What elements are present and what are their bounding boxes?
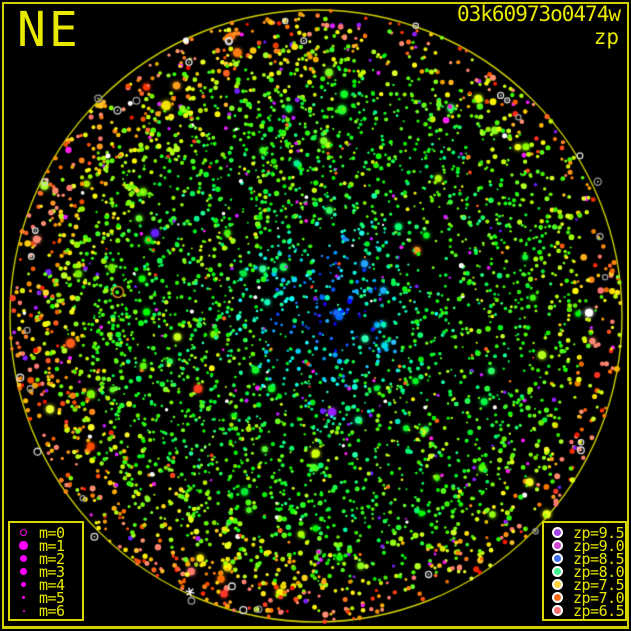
magnitude-marker-icon <box>19 541 28 550</box>
magnitude-marker-icon-cell <box>14 541 33 550</box>
legend-row: m=1 <box>14 536 80 555</box>
legend-label: m=0 <box>39 523 65 542</box>
legend-row: zp=8.5 <box>548 549 625 568</box>
zp-marker-icon <box>552 592 563 603</box>
zp-marker-icon-cell <box>548 553 567 564</box>
magnitude-marker-icon <box>21 582 26 587</box>
legend-label: m=2 <box>39 549 65 568</box>
zp-marker-icon-cell <box>548 540 567 551</box>
legend-label: zp=8.5 <box>573 549 625 568</box>
legend-row: zp=9.0 <box>548 536 625 555</box>
zp-marker-icon <box>552 553 563 564</box>
magnitude-marker-icon <box>21 595 26 600</box>
legend-row: m=0 <box>14 523 80 542</box>
legend-magnitude: m=0 m=1 m=2 m=3 m=4 m=5 m=6 <box>8 521 84 621</box>
legend-label: zp=8.0 <box>573 562 625 581</box>
zp-marker-icon <box>552 527 563 538</box>
legend-label: m=1 <box>39 536 65 555</box>
magnitude-marker-icon-cell <box>14 595 33 600</box>
legend-row: zp=8.0 <box>548 562 625 581</box>
legend-row: zp=7.0 <box>548 588 625 607</box>
zp-marker-icon-cell <box>548 579 567 590</box>
zp-marker-icon-cell <box>548 605 567 616</box>
zp-marker-icon <box>552 540 563 551</box>
legend-label: zp=9.5 <box>573 523 625 542</box>
magnitude-marker-icon <box>20 568 27 575</box>
magnitude-marker-icon-cell <box>14 609 33 612</box>
legend-row: m=4 <box>14 575 80 594</box>
magnitude-marker-icon-cell <box>14 568 33 575</box>
zp-marker-icon-cell <box>548 592 567 603</box>
legend-row: m=2 <box>14 549 80 568</box>
legend-row: zp=6.5 <box>548 601 625 620</box>
legend-label: zp=9.0 <box>573 536 625 555</box>
legend-row: m=6 <box>14 601 80 620</box>
zp-marker-icon-cell <box>548 566 567 577</box>
magnitude-marker-icon <box>22 609 25 612</box>
legend-row: m=3 <box>14 562 80 581</box>
orientation-label: NE <box>17 2 81 58</box>
legend-row: zp=9.5 <box>548 523 625 542</box>
zp-marker-icon-cell <box>548 527 567 538</box>
legend-label: m=4 <box>39 575 65 594</box>
legend-label: zp=6.5 <box>573 601 625 620</box>
legend-row: m=5 <box>14 588 80 607</box>
legend-label: m=3 <box>39 562 65 581</box>
magnitude-marker-icon <box>20 529 27 536</box>
legend-label: zp=7.5 <box>573 575 625 594</box>
zp-marker-icon <box>552 579 563 590</box>
legend-zp: zp=9.5 zp=9.0 zp=8.5 zp=8.0 zp=7.5 zp=7.0 zp=6… <box>542 521 627 621</box>
magnitude-marker-icon-cell <box>14 529 33 536</box>
magnitude-marker-icon <box>19 554 28 563</box>
legend-label: zp=7.0 <box>573 588 625 607</box>
magnitude-marker-icon-cell <box>14 582 33 587</box>
zp-marker-icon <box>552 566 563 577</box>
legend-label: m=5 <box>39 588 65 607</box>
legend-label: m=6 <box>39 601 65 620</box>
magnitude-marker-icon-cell <box>14 554 33 563</box>
colorbar-label: zp <box>593 25 619 49</box>
zp-marker-icon <box>552 605 563 616</box>
legend-row: zp=7.5 <box>548 575 625 594</box>
plot-title: 03k60973o0474w <box>456 2 621 26</box>
